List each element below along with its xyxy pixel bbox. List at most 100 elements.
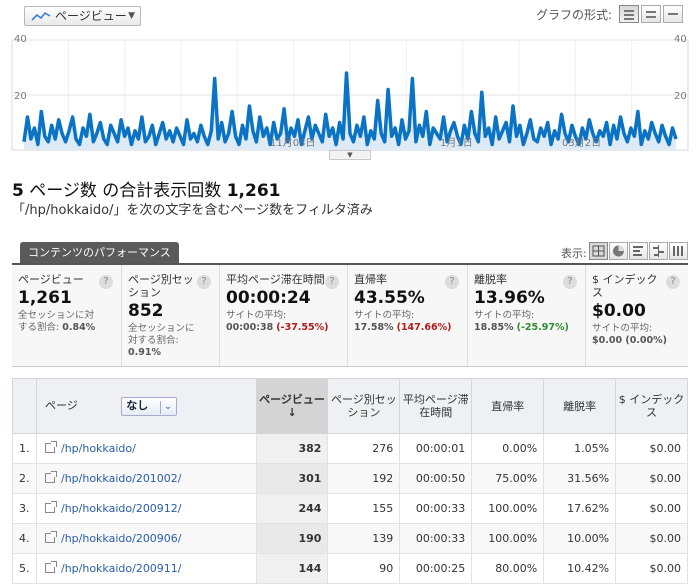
bounce-cell: 75.00% — [471, 463, 545, 494]
view-pivot-button[interactable] — [669, 242, 688, 260]
y-tick-label: 20 — [14, 91, 27, 102]
avg-time-cell: 00:00:01 — [399, 433, 473, 464]
external-link-icon[interactable] — [44, 441, 57, 453]
col-pageviews-label: ページビュー — [259, 393, 325, 406]
exit-cell: 17.62% — [543, 493, 617, 524]
y-tick-label-right: 40 — [674, 34, 687, 45]
help-icon[interactable]: ? — [563, 275, 577, 289]
scorecard-label: ページ別セッション — [128, 273, 194, 299]
scorecard-sub: サイトの平均: 00:00:38 (-37.55%) — [226, 310, 329, 333]
table-row: 4. /hp/hokkaido/200906/190 139 00:00:33 100.… — [12, 523, 688, 554]
chart-collapse-button[interactable]: ▼ — [329, 150, 371, 160]
help-icon[interactable]: ? — [197, 275, 211, 289]
chevron-down-icon: ⌄ — [160, 400, 172, 414]
row-number: 1. — [12, 433, 37, 464]
index-cell: $0.00 — [615, 493, 688, 524]
scorecard-value: 13.96% — [474, 288, 545, 308]
view-compare-button[interactable] — [649, 242, 668, 260]
page-link[interactable]: /hp/hokkaido/201002/ — [60, 472, 182, 485]
scorecard-row: ページビュー 1,261 全セッションに対 する割合: 0.84% ? ページ別セ… — [12, 265, 688, 367]
page-link[interactable]: /hp/hokkaido/200912/ — [60, 502, 182, 515]
index-cell: $0.00 — [615, 433, 688, 464]
y-tick-label: 40 — [14, 34, 27, 45]
sessions-cell: 90 — [327, 553, 401, 584]
view-bar-button[interactable] — [629, 242, 648, 260]
help-icon[interactable]: ? — [666, 275, 680, 289]
metric-select-label: ページビュー — [55, 9, 127, 23]
index-cell: $0.00 — [615, 523, 688, 554]
view-pie-button[interactable] — [609, 242, 628, 260]
exit-cell: 10.00% — [543, 523, 617, 554]
pageview-chart: 40 20 40 20 11月03日 1月1日 03月2日 — [0, 28, 700, 158]
help-icon[interactable]: ? — [99, 275, 113, 289]
pageviews-cell: 382 — [255, 433, 329, 464]
scorecard-sub: 全セッションに 対する割合: 0.91% — [128, 323, 195, 358]
page-cell: /hp/hokkaido/200911/ — [35, 553, 257, 584]
page-summary-title: 5 ページ数 の合計表示回数 1,261 — [12, 176, 281, 201]
pageviews-cell: 301 — [255, 463, 329, 494]
content-table: ページ なし ⌄ ページビュー ↓ ページ別セッション 平均ページ滞在時間 直帰率… — [12, 378, 688, 584]
sort-down-icon: ↓ — [287, 406, 297, 419]
page-link[interactable]: /hp/hokkaido/200906/ — [60, 532, 182, 545]
y-tick-label-right: 20 — [674, 91, 687, 102]
graph-format-week-button[interactable] — [641, 5, 661, 23]
line-chart-icon — [31, 11, 51, 21]
exit-cell: 10.42% — [543, 553, 617, 584]
summary-total: 1,261 — [226, 181, 281, 201]
index-cell: $0.00 — [615, 463, 688, 494]
help-icon[interactable]: ? — [325, 275, 339, 289]
bounce-cell: 100.00% — [471, 493, 545, 524]
metric-select[interactable]: ページビュー ▼ — [24, 6, 141, 26]
col-bounce-header[interactable]: 直帰率 — [471, 378, 545, 434]
graph-format-month-button[interactable] — [663, 5, 683, 23]
external-link-icon[interactable] — [44, 531, 57, 543]
graph-format-day-button[interactable] — [619, 5, 639, 23]
scorecard-sub: サイトの平均: 18.85% (-25.97%) — [474, 310, 569, 333]
section-divider — [12, 263, 688, 265]
page-cell: /hp/hokkaido/200912/ — [35, 493, 257, 524]
page-cell: /hp/hokkaido/201002/ — [35, 463, 257, 494]
scorecard-label: 平均ページ滞在時間 — [226, 273, 325, 286]
external-link-icon[interactable] — [44, 561, 57, 573]
avg-time-cell: 00:00:33 — [399, 523, 473, 554]
scorecard-sub: サイトの平均: $0.00 (0.00%) — [592, 323, 667, 346]
col-avg-time-header[interactable]: 平均ページ滞在時間 — [399, 378, 473, 434]
avg-time-cell: 00:00:50 — [399, 463, 473, 494]
page-link[interactable]: /hp/hokkaido/200911/ — [60, 562, 182, 575]
col-sessions-header[interactable]: ページ別セッション — [327, 378, 401, 434]
summary-text: ページ数 の合計表示回数 — [23, 181, 227, 201]
bounce-cell: 100.00% — [471, 523, 545, 554]
bounce-cell: 80.00% — [471, 553, 545, 584]
avg-time-cell: 00:00:25 — [399, 553, 473, 584]
row-number: 5. — [12, 553, 37, 584]
help-icon[interactable]: ? — [445, 275, 459, 289]
col-exit-header[interactable]: 離脱率 — [543, 378, 617, 434]
page-cell: /hp/hokkaido/ — [35, 433, 257, 464]
page-link[interactable]: /hp/hokkaido/ — [60, 442, 136, 455]
col-pageviews-header[interactable]: ページビュー ↓ — [255, 378, 329, 434]
pageviews-cell: 244 — [255, 493, 329, 524]
grid-icon — [592, 245, 605, 257]
bar-list-icon — [633, 246, 643, 256]
view-table-button[interactable] — [589, 242, 608, 260]
col-index-header — [12, 378, 37, 434]
col-page-header[interactable]: ページ なし ⌄ — [35, 378, 257, 434]
sessions-cell: 192 — [327, 463, 401, 494]
index-cell: $0.00 — [615, 553, 688, 584]
scorecard-label: 直帰率 — [354, 273, 387, 286]
pie-icon — [613, 245, 624, 257]
col-index-value-header[interactable]: $ インデックス — [615, 378, 688, 434]
graph-format-label: グラフの形式: — [536, 8, 613, 22]
pageviews-cell: 190 — [255, 523, 329, 554]
pageviews-cell: 144 — [255, 553, 329, 584]
scorecard-value: 1,261 — [18, 288, 72, 308]
chevron-down-icon: ▼ — [128, 11, 135, 21]
scorecard-value: 00:00:24 — [226, 288, 311, 308]
external-link-icon[interactable] — [44, 471, 57, 483]
external-link-icon[interactable] — [44, 501, 57, 513]
view-label: 表示: — [561, 247, 587, 260]
tab-content-performance[interactable]: コンテンツのパフォーマンス — [20, 242, 179, 263]
scorecard-label: 離脱率 — [474, 273, 507, 286]
secondary-dimension-select[interactable]: なし ⌄ — [121, 396, 177, 416]
scorecard-sessions: ページ別セッション 852 全セッションに 対する割合: 0.91% ? — [122, 265, 220, 367]
